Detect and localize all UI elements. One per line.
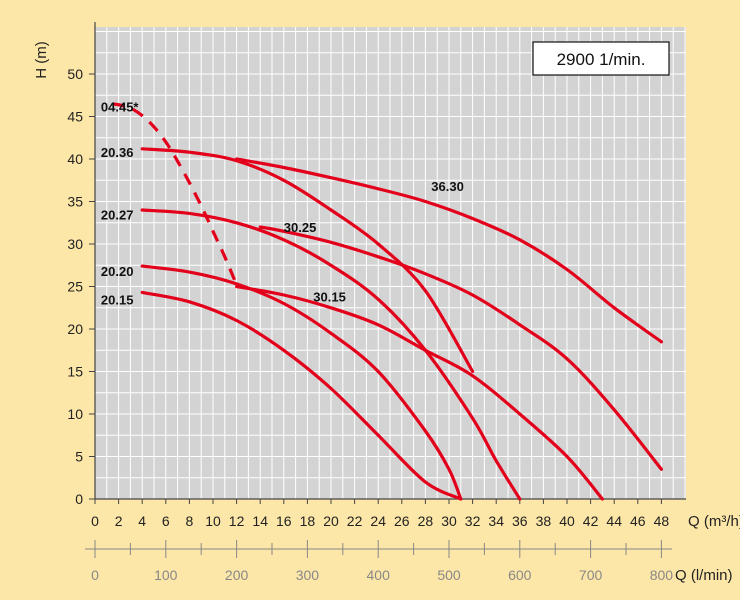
x-tick-label: 32 — [465, 513, 481, 529]
y-tick-label: 40 — [67, 151, 83, 167]
x-tick-label: 18 — [300, 513, 316, 529]
x-tick-label: 30 — [441, 513, 457, 529]
curve-label-2027: 20.27 — [101, 207, 134, 222]
x-tick-label: 16 — [276, 513, 292, 529]
x-tick-label: 4 — [138, 513, 146, 529]
y-axis-title: H (m) — [33, 41, 50, 79]
x-tick-label: 2 — [115, 513, 123, 529]
y-tick-label: 25 — [67, 279, 83, 295]
x-tick-label: 14 — [252, 513, 268, 529]
x2-tick-label: 100 — [154, 567, 178, 583]
x-tick-label: 40 — [559, 513, 575, 529]
x2-axis-title: Q (l/min) — [675, 567, 733, 584]
y-tick-label: 50 — [67, 66, 83, 82]
y-tick-label: 0 — [75, 491, 83, 507]
x-tick-label: 24 — [370, 513, 386, 529]
y-tick-label: 45 — [67, 109, 83, 125]
curve-label-0445: 04.45* — [101, 99, 140, 114]
y-tick-label: 30 — [67, 236, 83, 252]
curve-2015 — [140, 290, 463, 501]
curve-label-3025: 30.25 — [284, 220, 317, 235]
curve-label-3630: 36.30 — [431, 179, 464, 194]
x2-tick-label: 200 — [225, 567, 249, 583]
curve-label-2036: 20.36 — [101, 145, 134, 160]
x-tick-label: 10 — [205, 513, 221, 529]
x2-tick-label: 0 — [91, 567, 99, 583]
x-tick-label: 46 — [630, 513, 646, 529]
x-tick-label: 22 — [347, 513, 363, 529]
curve-2036 — [140, 147, 475, 374]
curve-3015 — [235, 284, 604, 501]
x-tick-label: 28 — [418, 513, 434, 529]
curve-2027 — [140, 208, 522, 501]
x-tick-label: 0 — [91, 513, 99, 529]
curve-0445 — [112, 102, 239, 286]
curve-2020 — [140, 264, 463, 501]
x-tick-label: 42 — [583, 513, 599, 529]
curve-label-3015: 30.15 — [313, 290, 346, 305]
x2-tick-label: 300 — [296, 567, 320, 583]
x2-tick-label: 500 — [437, 567, 461, 583]
y-tick-label: 35 — [67, 194, 83, 210]
curve-label-2015: 20.15 — [101, 292, 134, 307]
y-tick-label: 5 — [75, 449, 83, 465]
x2-tick-label: 700 — [579, 567, 603, 583]
x-tick-label: 48 — [654, 513, 670, 529]
x-tick-label: 12 — [229, 513, 245, 529]
y-tick-label: 10 — [67, 406, 83, 422]
x-tick-label: 34 — [488, 513, 504, 529]
x2-tick-label: 800 — [650, 567, 674, 583]
curve-3025 — [258, 225, 663, 471]
speed-box-label: 2900 1/min. — [557, 50, 646, 69]
x-tick-label: 6 — [162, 513, 170, 529]
y-tick-label: 15 — [67, 364, 83, 380]
x2-tick-label: 600 — [508, 567, 532, 583]
x2-tick-label: 400 — [367, 567, 391, 583]
curve-label-2020: 20.20 — [101, 264, 134, 279]
x-tick-label: 20 — [323, 513, 339, 529]
x-tick-label: 26 — [394, 513, 410, 529]
y-tick-label: 20 — [67, 321, 83, 337]
x-tick-label: 44 — [606, 513, 622, 529]
curve-3630 — [235, 157, 663, 344]
x-tick-label: 36 — [512, 513, 528, 529]
x-axis-title: Q (m³/h) — [688, 513, 740, 530]
speed-box — [532, 41, 670, 76]
x-tick-label: 38 — [536, 513, 552, 529]
x-tick-label: 8 — [186, 513, 194, 529]
